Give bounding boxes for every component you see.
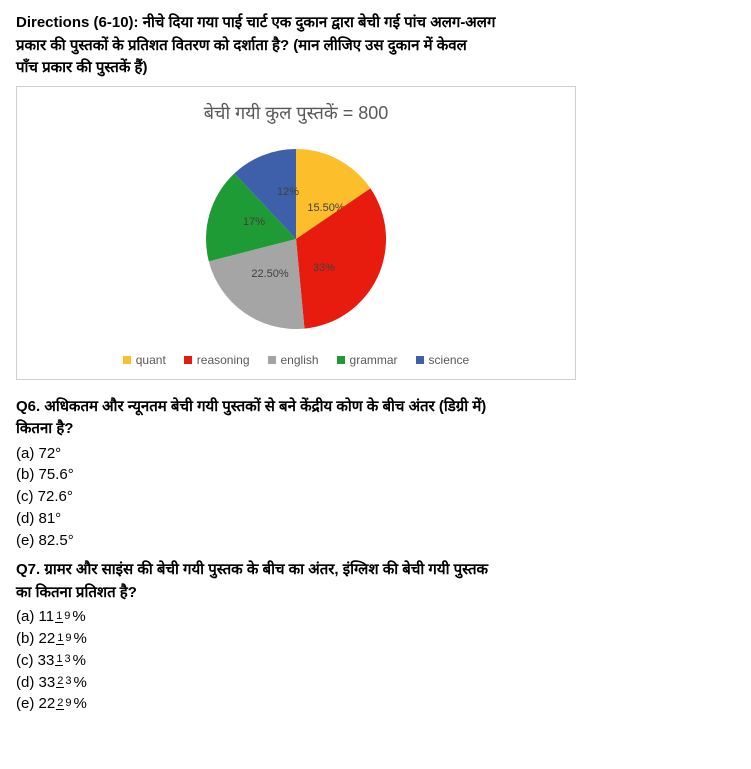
q7a-suffix: %: [72, 608, 85, 625]
pie-label-science: 12%: [277, 186, 299, 198]
legend-item-reasoning: reasoning: [184, 353, 250, 367]
q7-option-d: (d) 3323%: [16, 672, 735, 694]
directions-line2: प्रकार की पुस्तकों के प्रतिशत वितरण को द…: [16, 37, 467, 54]
fraction: 19: [56, 633, 72, 644]
legend-swatch: [184, 356, 192, 364]
q7e-prefix: (e) 22: [16, 695, 55, 712]
legend-swatch: [123, 356, 131, 364]
legend-item-english: english: [268, 353, 319, 367]
legend-item-quant: quant: [123, 353, 166, 367]
chart-container: बेची गयी कुल पुस्तकें = 800 15.50%33%22.…: [16, 86, 576, 380]
q7-options: (a) 1119% (b) 2219% (c) 3313% (d) 3323% …: [16, 606, 735, 715]
denominator: 3: [64, 675, 72, 687]
legend-label: quant: [136, 353, 166, 367]
q7d-prefix: (d) 33: [16, 674, 55, 691]
q6-option-d: (d) 81°: [16, 508, 735, 530]
directions-line1: नीचे दिया गया पाई चार्ट एक दुकान द्वारा …: [143, 14, 496, 31]
legend-swatch: [416, 356, 424, 364]
legend-label: grammar: [350, 353, 398, 367]
legend-swatch: [268, 356, 276, 364]
denominator: 9: [64, 632, 72, 644]
denominator: 9: [63, 610, 71, 622]
q7-block: Q7. ग्रामर और साइंस की बेची गयी पुस्तक क…: [16, 559, 735, 604]
chart-legend: quant reasoning english grammar science: [27, 353, 565, 367]
q7a-prefix: (a) 11: [16, 608, 54, 625]
q7-line1: ग्रामर और साइंस की बेची गयी पुस्तक के बी…: [44, 561, 488, 578]
q7-option-e: (e) 2229%: [16, 693, 735, 715]
q6-option-b: (b) 75.6°: [16, 464, 735, 486]
legend-swatch: [337, 356, 345, 364]
pie-chart: 15.50%33%22.50%17%12%: [27, 139, 565, 339]
directions-block: Directions (6-10): नीचे दिया गया पाई चार…: [16, 12, 735, 80]
legend-label: reasoning: [197, 353, 250, 367]
fraction: 29: [56, 698, 72, 709]
q7-option-b: (b) 2219%: [16, 628, 735, 650]
q7-option-a: (a) 1119%: [16, 606, 735, 628]
pie-label-reasoning: 33%: [313, 262, 335, 274]
q6-option-e: (e) 82.5°: [16, 530, 735, 552]
q7e-suffix: %: [73, 695, 86, 712]
legend-item-grammar: grammar: [337, 353, 398, 367]
q6-option-a: (a) 72°: [16, 443, 735, 465]
fraction: 13: [55, 654, 71, 665]
legend-label: science: [429, 353, 470, 367]
q7-label: Q7.: [16, 561, 40, 578]
denominator: 3: [63, 653, 71, 665]
q6-line2: कितना है?: [16, 420, 73, 437]
denominator: 9: [64, 697, 72, 709]
q6-block: Q6. अधिकतम और न्यूनतम बेची गयी पुस्तकों …: [16, 396, 735, 441]
directions-label: Directions (6-10):: [16, 14, 139, 31]
q7b-suffix: %: [73, 630, 86, 647]
legend-label: english: [281, 353, 319, 367]
q6-line1: अधिकतम और न्यूनतम बेची गयी पुस्तकों से ब…: [44, 398, 486, 415]
q6-options: (a) 72° (b) 75.6° (c) 72.6° (d) 81° (e) …: [16, 443, 735, 552]
directions-line3: पाँच प्रकार की पुस्तकें हैं): [16, 59, 147, 76]
q6-label: Q6.: [16, 398, 40, 415]
q7d-suffix: %: [73, 674, 86, 691]
fraction: 23: [56, 676, 72, 687]
pie-label-grammar: 17%: [243, 216, 265, 228]
pie-label-english: 22.50%: [251, 268, 289, 280]
q6-option-c: (c) 72.6°: [16, 486, 735, 508]
q7b-prefix: (b) 22: [16, 630, 55, 647]
numerator: 1: [55, 610, 63, 623]
chart-title: बेची गयी कुल पुस्तकें = 800: [27, 101, 565, 125]
q7-line2: का कितना प्रतिशत है?: [16, 584, 137, 601]
legend-item-science: science: [416, 353, 470, 367]
q7c-prefix: (c) 33: [16, 652, 54, 669]
q7c-suffix: %: [73, 652, 86, 669]
fraction: 19: [55, 611, 71, 622]
q7-option-c: (c) 3313%: [16, 650, 735, 672]
